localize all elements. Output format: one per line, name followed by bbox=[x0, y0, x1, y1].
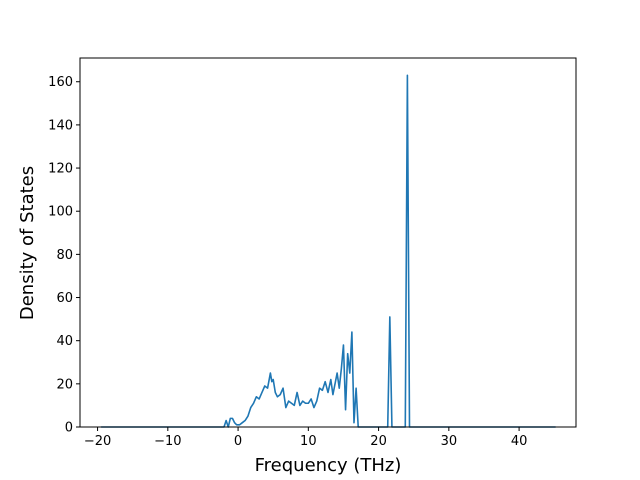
y-axis-label: Density of States bbox=[17, 166, 38, 320]
x-tick-label: 40 bbox=[511, 434, 528, 449]
y-tick-label: 140 bbox=[48, 118, 73, 133]
x-axis-label: Frequency (THz) bbox=[255, 455, 402, 476]
y-axis-ticks: 0 20 40 60 80 100 120 140 160 bbox=[48, 75, 80, 436]
y-tick-label: 80 bbox=[56, 248, 73, 263]
plot-area bbox=[101, 74, 556, 428]
x-tick-label: −20 bbox=[84, 434, 111, 449]
x-tick-label: 30 bbox=[441, 434, 458, 449]
y-tick-label: 20 bbox=[56, 377, 73, 392]
x-tick-label: 0 bbox=[234, 434, 242, 449]
y-tick-label: 40 bbox=[56, 334, 73, 349]
dos-series-line bbox=[101, 74, 556, 428]
y-tick-label: 100 bbox=[48, 205, 73, 220]
y-tick-label: 120 bbox=[48, 162, 73, 177]
x-tick-label: −10 bbox=[154, 434, 181, 449]
y-tick-label: 60 bbox=[56, 291, 73, 306]
y-tick-label: 0 bbox=[65, 421, 73, 436]
x-tick-label: 20 bbox=[370, 434, 387, 449]
y-tick-label: 160 bbox=[48, 75, 73, 90]
axes-frame bbox=[79, 57, 577, 428]
x-axis-ticks: −20 −10 0 10 20 30 40 bbox=[84, 427, 528, 449]
x-tick-label: 10 bbox=[300, 434, 317, 449]
